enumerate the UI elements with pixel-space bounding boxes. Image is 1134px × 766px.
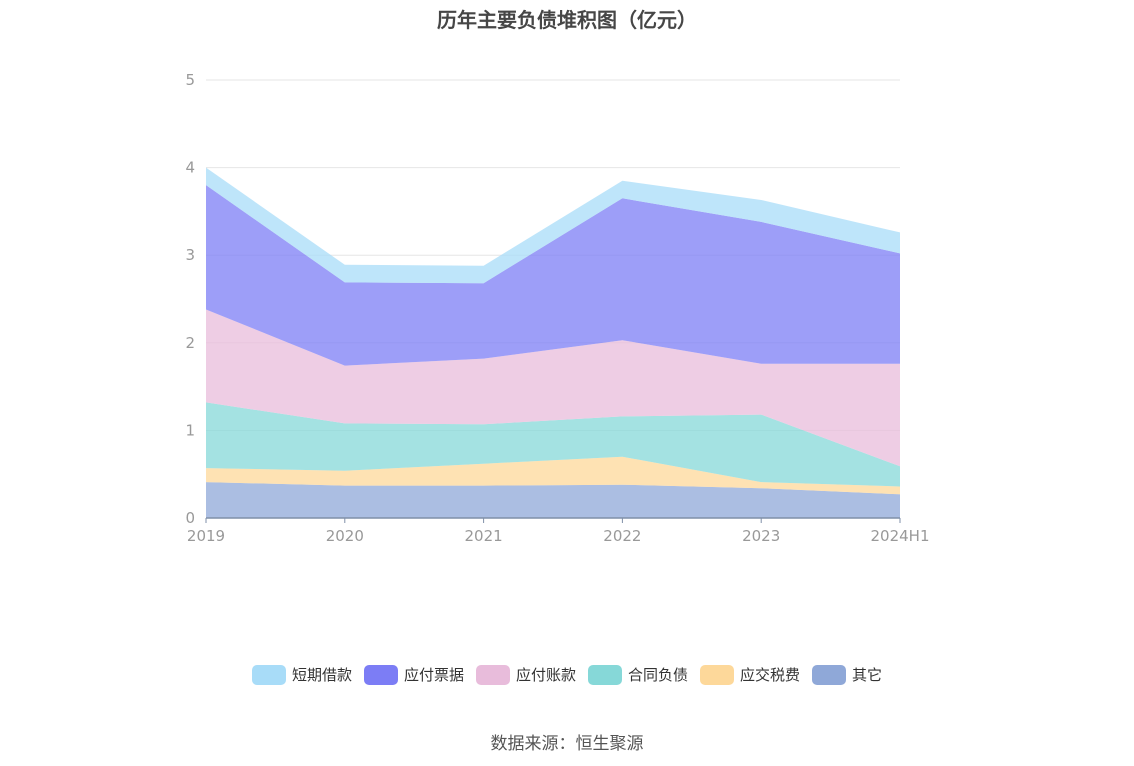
area-应交税费 xyxy=(206,456,900,495)
y-tick-label: 0 xyxy=(185,509,195,527)
y-tick-label: 3 xyxy=(185,246,195,264)
area-合同负债 xyxy=(206,402,900,487)
legend-label: 应付票据 xyxy=(403,666,464,684)
legend-swatch xyxy=(588,664,622,685)
y-tick-label: 1 xyxy=(185,421,195,439)
legend-label: 短期借款 xyxy=(291,666,352,684)
legend-swatch xyxy=(251,664,286,685)
legend-swatch xyxy=(475,664,510,685)
x-tick-label: 2024H1 xyxy=(871,527,930,545)
legend-label: 其它 xyxy=(852,666,883,684)
legend-item[interactable]: 应交税费 xyxy=(700,664,800,685)
area-其它 xyxy=(206,482,900,518)
x-tick-label: 2020 xyxy=(326,527,364,545)
area-应付账款 xyxy=(206,309,900,467)
legend-item[interactable]: 合同负债 xyxy=(588,664,688,685)
legend-item[interactable]: 应付票据 xyxy=(363,664,464,685)
area-应付票据 xyxy=(206,185,900,366)
x-tick-label: 2019 xyxy=(187,527,225,545)
y-tick-label: 4 xyxy=(185,159,195,177)
data-source-note: 数据来源：恒生聚源 xyxy=(490,734,644,754)
x-tick-label: 2022 xyxy=(603,527,641,545)
chart-title: 历年主要负债堆积图（亿元） xyxy=(437,8,697,32)
legend-label: 应付账款 xyxy=(515,666,576,684)
legend-swatch xyxy=(700,664,735,685)
area-短期借款 xyxy=(206,167,900,284)
legend-label: 应交税费 xyxy=(740,666,801,684)
legend-item[interactable]: 应付账款 xyxy=(475,664,576,685)
legend-swatch xyxy=(812,664,847,685)
y-tick-label: 2 xyxy=(185,334,195,352)
legend-item[interactable]: 短期借款 xyxy=(251,664,352,685)
legend: 短期借款 应付票据 应付账款 合同负债 应交税费 其它 xyxy=(0,664,1134,685)
area-series xyxy=(206,167,900,518)
legend-label: 合同负债 xyxy=(628,666,689,684)
legend-item[interactable]: 其它 xyxy=(812,664,882,685)
legend-swatch xyxy=(363,664,398,685)
y-tick-label: 5 xyxy=(185,71,195,89)
x-tick-label: 2021 xyxy=(465,527,503,545)
x-tick-label: 2023 xyxy=(742,527,780,545)
axes: 0 1 2 3 4 5 2019 2020 2021 2022 2023 2024H1 xyxy=(185,71,929,545)
